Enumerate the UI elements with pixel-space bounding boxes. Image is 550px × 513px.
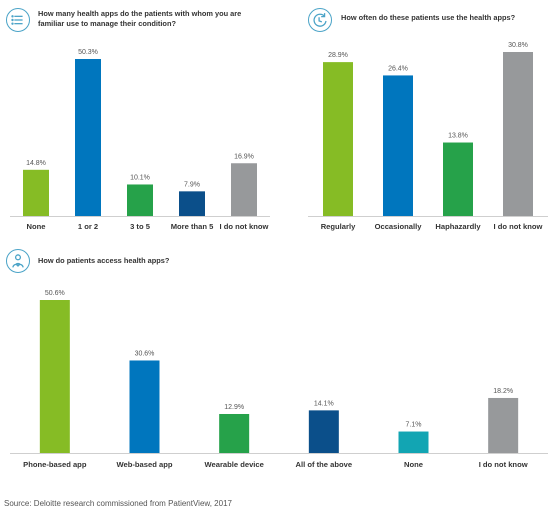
bar-2 — [219, 413, 250, 453]
data-label-2: 12.9% — [224, 404, 244, 411]
category-label-4: None — [404, 460, 423, 469]
data-label-3: 30.8% — [508, 42, 528, 49]
category-label-1: Occasionally — [375, 222, 423, 231]
category-label-2: Wearable device — [204, 460, 263, 469]
bar-2 — [443, 142, 473, 216]
refresh-clock-icon — [308, 8, 332, 32]
chart-title-line: How many health apps do the patients wit… — [38, 9, 242, 18]
data-label-5: 18.2% — [493, 388, 513, 395]
chart-title: How many health apps do the patients wit… — [38, 9, 278, 29]
data-label-0: 14.8% — [26, 160, 46, 167]
bar-0 — [23, 169, 49, 216]
data-label-4: 16.9% — [234, 153, 254, 160]
category-label-1: Web-based app — [117, 460, 173, 469]
category-label-5: I do not know — [479, 460, 528, 469]
category-label-0: None — [27, 222, 46, 231]
data-label-2: 10.1% — [130, 174, 150, 181]
bar-chart-usage-frequency: 28.9% Regularly 26.4% Occasionally 13.8% Haph… — [308, 42, 548, 231]
data-label-3: 7.9% — [184, 181, 200, 188]
bar-chart-apps-count: 14.8% None 50.3% 1 or 2 10.1% 3 to 5 7.9% More … — [10, 49, 270, 231]
data-label-0: 28.9% — [328, 52, 348, 59]
chart-title: How often do these patients use the heal… — [341, 13, 541, 23]
bar-3 — [503, 52, 533, 216]
bar-4 — [398, 431, 429, 453]
bar-1 — [129, 360, 160, 453]
chart-title: How do patients access health apps? — [38, 256, 238, 266]
data-label-1: 30.6% — [135, 350, 155, 357]
category-label-0: Phone-based app — [23, 460, 87, 469]
data-label-1: 50.3% — [78, 49, 98, 56]
category-label-3: More than 5 — [171, 222, 214, 231]
source-note: Source: Deloitte research commissioned f… — [4, 499, 232, 508]
bar-3 — [308, 410, 339, 453]
category-label-4: I do not know — [220, 222, 269, 231]
category-label-2: Haphazardly — [435, 222, 481, 231]
chart-title-line: How do patients access health apps? — [38, 256, 170, 265]
bar-1 — [75, 59, 101, 216]
bar-2 — [127, 184, 153, 216]
chart-title-line: familiar use to manage their condition? — [38, 19, 176, 28]
bar-0 — [323, 62, 353, 216]
data-label-3: 14.1% — [314, 400, 334, 407]
chart-title-line: How often do these patients use the heal… — [341, 13, 516, 22]
bar-1 — [383, 75, 413, 216]
data-label-4: 7.1% — [406, 422, 422, 429]
person-heart-icon — [6, 249, 30, 273]
data-label-0: 50.6% — [45, 290, 65, 297]
category-label-1: 1 or 2 — [78, 222, 98, 231]
category-label-3: All of the above — [296, 460, 353, 469]
data-label-1: 26.4% — [388, 65, 408, 72]
bar-5 — [488, 397, 519, 453]
data-label-2: 13.8% — [448, 133, 468, 140]
bar-chart-access-method: 50.6% Phone-based app 30.6% Web-based app 12… — [10, 290, 548, 469]
bar-4 — [231, 163, 257, 216]
bar-0 — [39, 300, 70, 453]
category-label-3: I do not know — [494, 222, 543, 231]
category-label-0: Regularly — [321, 222, 356, 231]
category-label-2: 3 to 5 — [130, 222, 151, 231]
bar-3 — [179, 191, 205, 216]
list-icon — [6, 8, 30, 32]
